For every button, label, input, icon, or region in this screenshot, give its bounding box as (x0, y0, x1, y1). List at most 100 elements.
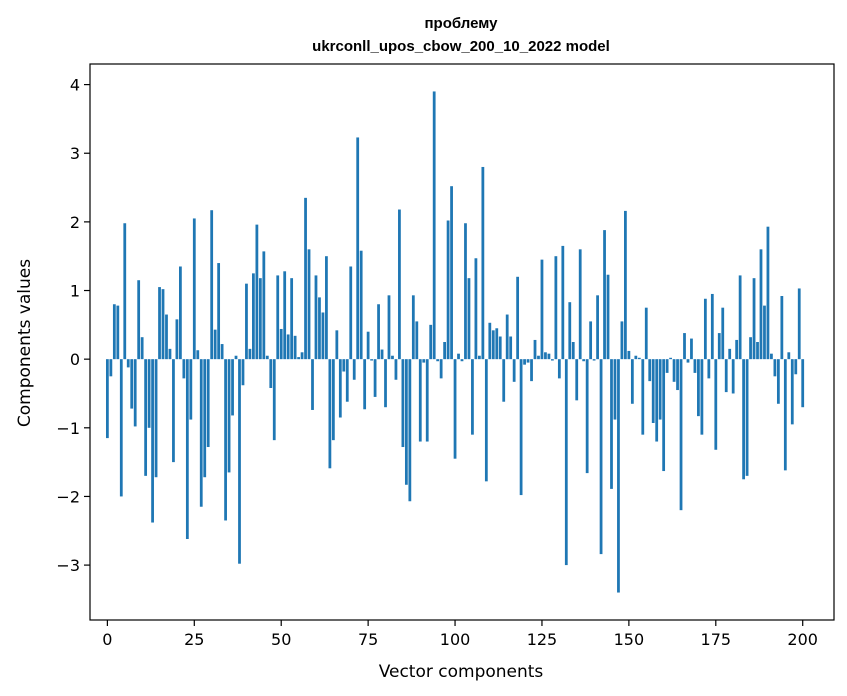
bar (338, 359, 342, 418)
bar (686, 359, 690, 363)
bar (589, 321, 593, 360)
bar (603, 230, 606, 360)
bar (199, 359, 203, 507)
bar (443, 342, 447, 360)
bar (707, 359, 711, 379)
x-axis-label: Vector components (379, 662, 544, 682)
bar (269, 359, 273, 388)
bar (411, 295, 415, 360)
bar (126, 359, 130, 368)
x-tick-label: 75 (358, 630, 378, 649)
bar (460, 359, 464, 362)
bar (551, 359, 554, 361)
bar (439, 359, 443, 379)
bar (314, 275, 318, 360)
bar (252, 273, 255, 360)
bar (613, 359, 617, 420)
bar (265, 355, 269, 360)
bar (547, 353, 551, 360)
bar (669, 357, 672, 360)
bar (582, 359, 586, 362)
bar (356, 137, 360, 360)
y-tick-label: −2 (56, 487, 80, 506)
bar (665, 359, 669, 373)
bar (495, 328, 499, 360)
bar (634, 355, 638, 360)
bar (206, 359, 210, 448)
bar (140, 337, 144, 360)
bar (787, 352, 791, 360)
bar (484, 359, 488, 482)
bar (610, 359, 613, 489)
bar (453, 359, 457, 459)
bar (297, 357, 300, 360)
bar (161, 289, 165, 360)
bar (325, 256, 328, 360)
bar (491, 330, 495, 360)
bar (380, 349, 384, 360)
bar (783, 359, 787, 471)
bar (321, 312, 325, 360)
bar (683, 333, 686, 360)
bar (436, 359, 440, 362)
bar (724, 359, 728, 393)
bar (311, 359, 314, 410)
bar (575, 359, 579, 401)
bar (119, 359, 123, 497)
x-tick-label: 0 (102, 630, 112, 649)
bar (488, 322, 492, 360)
x-tick-label: 25 (184, 630, 204, 649)
bar (585, 359, 589, 474)
bar (533, 339, 537, 360)
bar (477, 355, 481, 360)
y-axis-ticks: −3 −2 −1 0 1 2 3 4 (56, 76, 90, 575)
bar (147, 359, 151, 428)
bar (328, 359, 332, 469)
bar (391, 355, 394, 360)
bar (133, 359, 137, 427)
bar (373, 359, 377, 397)
bar (717, 333, 721, 360)
bar (144, 359, 148, 476)
bar (370, 359, 373, 361)
bar (418, 359, 422, 442)
bar (446, 220, 450, 360)
y-tick-label: 1 (70, 282, 80, 301)
bar (241, 359, 245, 386)
bar (745, 359, 749, 476)
bar (258, 278, 262, 360)
bar (384, 359, 387, 408)
bar (279, 328, 283, 360)
bar (738, 275, 742, 360)
bar (220, 344, 224, 360)
bar (105, 359, 109, 439)
bar (272, 359, 276, 441)
bar (568, 302, 572, 360)
bar (342, 359, 346, 372)
bar (773, 359, 777, 377)
bar (703, 298, 707, 360)
bar (151, 359, 154, 523)
bar (238, 359, 241, 564)
bar (537, 355, 540, 360)
x-tick-label: 100 (440, 630, 471, 649)
bar (189, 359, 193, 420)
bar (519, 359, 523, 496)
bar (620, 321, 624, 360)
bar (300, 352, 304, 360)
bar (422, 359, 426, 363)
x-tick-label: 125 (527, 630, 558, 649)
bar (217, 263, 221, 360)
bar (564, 359, 568, 566)
bar (130, 359, 134, 409)
bar (776, 359, 780, 404)
chart-title-line-1: проблему (425, 15, 499, 32)
bar (255, 224, 259, 360)
bar (801, 359, 805, 408)
bar (109, 359, 113, 377)
bar (766, 226, 770, 360)
bar (679, 359, 683, 511)
bar (335, 330, 339, 360)
bar (630, 359, 634, 404)
